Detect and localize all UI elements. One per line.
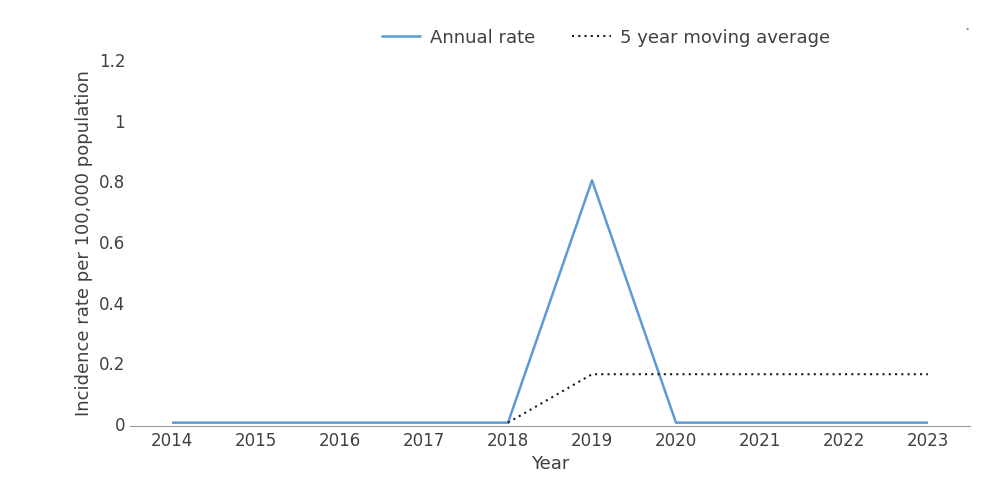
Y-axis label: Incidence rate per 100,000 population: Incidence rate per 100,000 population <box>75 71 93 415</box>
5 year moving average <box>838 371 850 377</box>
Line: 5 year moving average: 5 year moving average <box>508 374 928 423</box>
Annual rate <box>502 420 514 426</box>
X-axis label: Year: Year <box>531 454 569 472</box>
5 year moving average <box>922 371 934 377</box>
Annual rate <box>418 420 430 426</box>
Annual rate <box>334 420 346 426</box>
5 year moving average <box>502 420 514 426</box>
Annual rate <box>838 420 850 426</box>
Annual rate <box>670 420 682 426</box>
5 year moving average <box>670 371 682 377</box>
5 year moving average <box>586 371 598 377</box>
Text: .: . <box>965 16 970 34</box>
Annual rate <box>922 420 934 426</box>
Annual rate <box>586 178 598 184</box>
Annual rate <box>250 420 262 426</box>
Legend: Annual rate, 5 year moving average: Annual rate, 5 year moving average <box>374 22 838 54</box>
Annual rate <box>166 420 178 426</box>
Line: Annual rate: Annual rate <box>172 181 928 423</box>
Annual rate <box>754 420 766 426</box>
5 year moving average <box>754 371 766 377</box>
